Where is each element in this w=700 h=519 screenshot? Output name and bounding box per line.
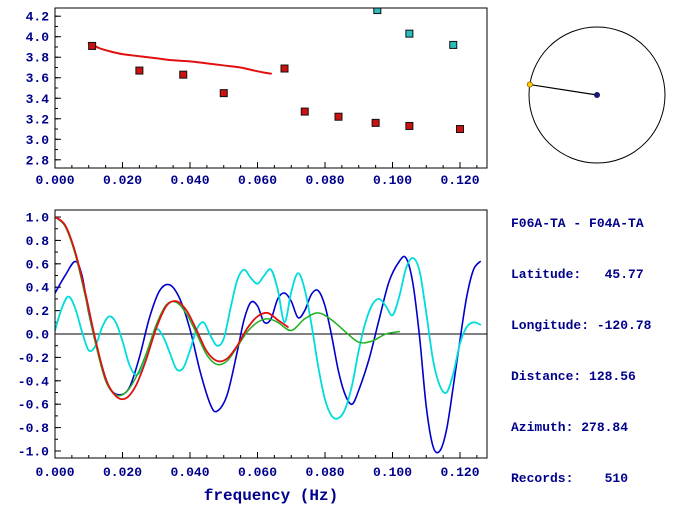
- marker-velocity-picks-red: [135, 66, 144, 75]
- center-station-dot: [594, 92, 600, 98]
- y-tick-label: 1.0: [26, 211, 50, 226]
- y-tick-label: 4.0: [26, 30, 50, 45]
- series-trace-green: [55, 216, 400, 397]
- records-text: Records: 510: [511, 471, 629, 486]
- station-info: F06A-TA - F04A-TA Latitude: 45.77 Longit…: [511, 181, 651, 519]
- y-tick-label: 3.2: [26, 112, 50, 127]
- marker-velocity-picks-red: [219, 89, 228, 98]
- series-trace-blue: [55, 255, 482, 454]
- y-tick-label: 3.6: [26, 71, 50, 86]
- y-tick-label: 0.0: [26, 328, 50, 343]
- marker-velocity-picks-cyan: [373, 8, 382, 15]
- y-tick-label: 2.8: [26, 153, 50, 168]
- longitude-text: Longitude: -120.78: [511, 318, 652, 333]
- y-tick-label: -0.2: [18, 351, 49, 366]
- x-tick-label: 0.060: [238, 465, 277, 480]
- marker-velocity-picks-red: [280, 64, 289, 73]
- marker-velocity-picks-cyan: [449, 40, 458, 49]
- x-tick-label: 0.080: [305, 173, 344, 188]
- series-trace-red: [55, 216, 289, 401]
- correlation-spectrum-plot: 0.000 0.020 0.040 0.060 0.080 0.100 0.120 1.0 0.…: [18, 209, 488, 505]
- series-trace-cyan: [55, 257, 482, 420]
- y-tick-label: -0.4: [18, 374, 49, 389]
- marker-velocity-picks-red: [456, 125, 464, 134]
- remote-station-dot: [526, 81, 533, 88]
- marker-velocity-picks-red: [179, 70, 188, 79]
- marker-velocity-picks-red: [334, 112, 343, 121]
- x-tick-label: 0.000: [35, 465, 74, 480]
- azimuth-text: Azimuth: 278.84: [511, 420, 629, 435]
- marker-velocity-picks-red: [88, 41, 97, 50]
- x-tick-label: 0.040: [170, 173, 209, 188]
- y-tick-label: -0.8: [18, 421, 49, 436]
- marker-velocity-picks-cyan: [405, 29, 414, 38]
- station-pair-title: F06A-TA - F04A-TA: [511, 216, 644, 231]
- x-tick-label: 0.080: [305, 465, 344, 480]
- y-tick-label: 0.6: [26, 257, 50, 272]
- y-tick-label: -1.0: [18, 444, 49, 459]
- marker-velocity-picks-red: [300, 107, 309, 116]
- x-axis-label: frequency (Hz): [204, 487, 338, 505]
- y-tick-label: -0.6: [18, 398, 49, 413]
- y-tick-label: 3.8: [26, 51, 50, 66]
- azimuth-circle-diagram: [526, 26, 666, 164]
- y-tick-label: 3.4: [26, 92, 50, 107]
- x-tick-label: 0.000: [35, 173, 74, 188]
- distance-text: Distance: 128.56: [511, 369, 636, 384]
- y-tick-label: 0.8: [26, 234, 50, 249]
- x-tick-label: 0.100: [373, 173, 412, 188]
- series-dispersion-curve: [87, 41, 272, 75]
- y-tick-label: 0.4: [26, 281, 50, 296]
- x-tick-label: 0.020: [103, 173, 142, 188]
- x-tick-label: 0.120: [440, 465, 479, 480]
- great-circle: [528, 26, 666, 164]
- y-tick-label: 3.0: [26, 133, 50, 148]
- dispersion-plot: 0.000 0.020 0.040 0.060 0.080 0.100 0.120 4.2 4.…: [26, 7, 488, 188]
- latitude-text: Latitude: 45.77: [511, 267, 644, 282]
- x-tick-label: 0.040: [170, 465, 209, 480]
- x-tick-label: 0.120: [440, 173, 479, 188]
- x-tick-label: 0.060: [238, 173, 277, 188]
- x-tick-label: 0.020: [103, 465, 142, 480]
- marker-velocity-picks-red: [371, 118, 380, 127]
- y-tick-label: 4.2: [26, 10, 50, 25]
- plot-border: [54, 7, 488, 169]
- marker-velocity-picks-red: [405, 121, 414, 130]
- y-tick-label: 0.2: [26, 304, 50, 319]
- plot-border: [54, 209, 488, 459]
- azimuth-path-line: [529, 83, 598, 96]
- x-tick-label: 0.100: [373, 465, 412, 480]
